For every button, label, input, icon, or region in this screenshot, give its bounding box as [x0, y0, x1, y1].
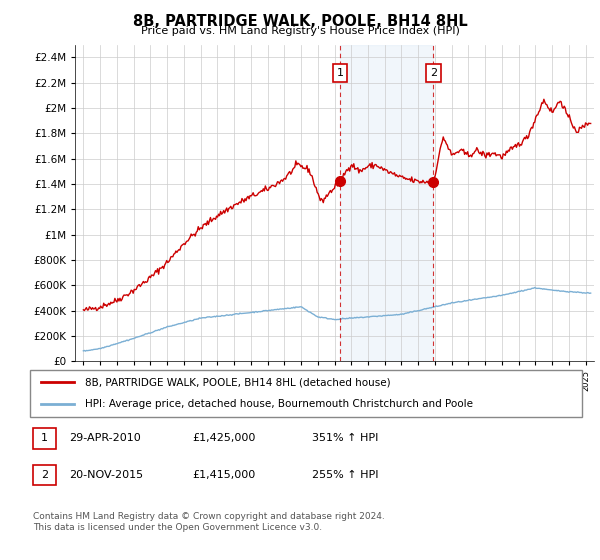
Text: 1: 1: [41, 433, 48, 444]
Text: Contains HM Land Registry data © Crown copyright and database right 2024.
This d: Contains HM Land Registry data © Crown c…: [33, 512, 385, 532]
Text: £1,425,000: £1,425,000: [192, 433, 256, 444]
Text: 2: 2: [430, 68, 437, 78]
Text: 8B, PARTRIDGE WALK, POOLE, BH14 8HL (detached house): 8B, PARTRIDGE WALK, POOLE, BH14 8HL (det…: [85, 377, 391, 388]
Text: 255% ↑ HPI: 255% ↑ HPI: [312, 470, 379, 480]
Bar: [340, 45, 433, 361]
Text: 20-NOV-2015: 20-NOV-2015: [69, 470, 143, 480]
Text: Price paid vs. HM Land Registry's House Price Index (HPI): Price paid vs. HM Land Registry's House …: [140, 26, 460, 36]
Text: 351% ↑ HPI: 351% ↑ HPI: [312, 433, 379, 444]
Text: HPI: Average price, detached house, Bournemouth Christchurch and Poole: HPI: Average price, detached house, Bour…: [85, 399, 473, 409]
Text: 1: 1: [337, 68, 344, 78]
Text: 29-APR-2010: 29-APR-2010: [69, 433, 141, 444]
FancyBboxPatch shape: [30, 370, 582, 417]
Text: 8B, PARTRIDGE WALK, POOLE, BH14 8HL: 8B, PARTRIDGE WALK, POOLE, BH14 8HL: [133, 14, 467, 29]
Text: £1,415,000: £1,415,000: [192, 470, 255, 480]
Text: 2: 2: [41, 470, 48, 480]
